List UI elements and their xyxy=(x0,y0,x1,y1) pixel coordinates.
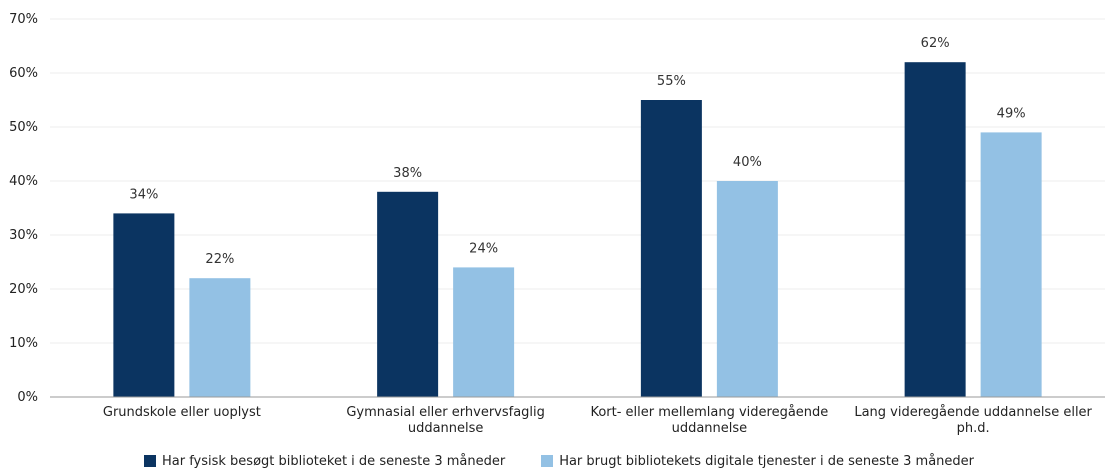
legend-swatch-series-1 xyxy=(143,455,156,467)
y-tick-label: 40% xyxy=(9,174,38,189)
y-tick-label: 50% xyxy=(9,120,38,135)
y-axis: 0% 10% 20% 30% 40% 50% 60% 70% xyxy=(9,12,38,405)
y-tick-label: 10% xyxy=(9,336,38,351)
legend: Har fysisk besøgt biblioteket i de senes… xyxy=(0,451,1118,471)
x-tick-label: Kort- eller mellemlang videregående xyxy=(590,405,828,420)
bar-series-1-cat-4 xyxy=(904,62,966,397)
legend-label-series-1: Har fysisk besøgt biblioteket i de senes… xyxy=(161,453,506,469)
legend-swatch-series-2 xyxy=(541,455,554,467)
bar-series-2-cat-4 xyxy=(980,132,1042,397)
x-tick-label: Gymnasial eller erhvervsfaglig xyxy=(346,405,545,420)
legend-item-series-1: Har fysisk besøgt biblioteket i de senes… xyxy=(143,453,506,469)
legend-item-series-2: Har brugt bibliotekets digitale tjeneste… xyxy=(541,454,974,469)
bar-chart: 0% 10% 20% 30% 40% 50% 60% 70% 34% 22% 38% 24% 55% 4… xyxy=(9,12,1105,436)
y-tick-label: 30% xyxy=(9,228,38,243)
y-tick-label: 20% xyxy=(9,282,38,297)
data-label: 55% xyxy=(657,74,686,89)
x-tick-label: ph.d. xyxy=(957,421,990,436)
data-label: 22% xyxy=(205,252,234,267)
legend-label-series-2: Har brugt bibliotekets digitale tjeneste… xyxy=(559,453,975,469)
y-tick-label: 60% xyxy=(9,66,38,81)
data-labels: 34% 22% 38% 24% 55% 40% 62% 49% xyxy=(129,36,1025,267)
bar-series-2-cat-3 xyxy=(716,181,778,397)
x-tick-label: Lang videregående uddannelse eller xyxy=(854,405,1092,420)
x-axis: Grundskole eller uoplyst Gymnasial eller … xyxy=(50,396,1105,436)
data-label: 34% xyxy=(129,187,158,202)
data-label: 38% xyxy=(393,166,422,181)
bar-series-1-cat-2 xyxy=(377,191,439,397)
y-tick-label: 0% xyxy=(17,390,38,405)
bars xyxy=(113,62,1042,397)
bar-series-2-cat-2 xyxy=(453,267,515,397)
x-tick-label: Grundskole eller uoplyst xyxy=(103,405,261,420)
x-tick-label: uddannelse xyxy=(408,421,484,436)
data-label: 40% xyxy=(733,155,762,170)
data-label: 24% xyxy=(469,241,498,256)
data-label: 62% xyxy=(921,36,950,51)
bar-series-2-cat-1 xyxy=(189,278,251,397)
bar-series-1-cat-3 xyxy=(640,100,702,397)
bar-series-1-cat-1 xyxy=(113,213,175,397)
x-tick-label: uddannelse xyxy=(672,421,748,436)
y-tick-label: 70% xyxy=(9,12,38,27)
data-label: 49% xyxy=(997,106,1026,121)
